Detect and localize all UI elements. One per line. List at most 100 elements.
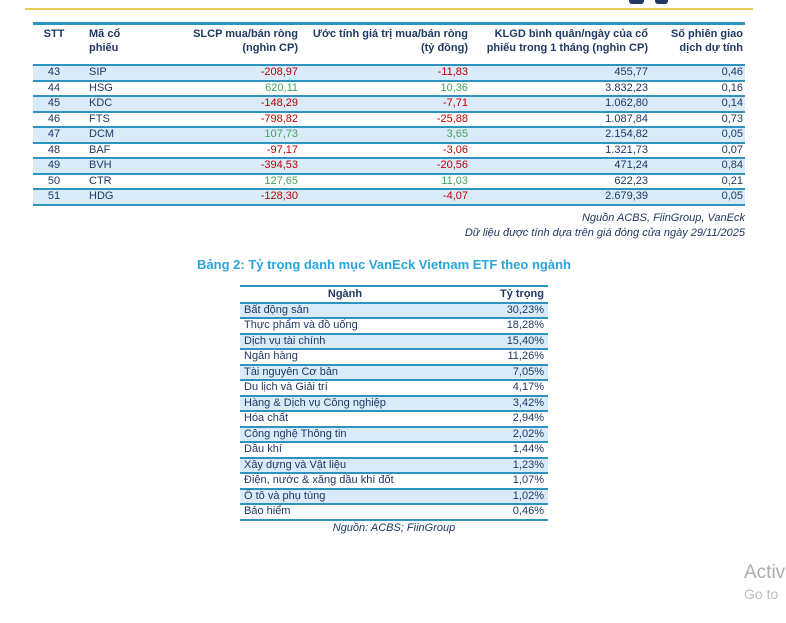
klgd-cell: 1.321,73: [470, 141, 650, 158]
sector-cell: Ngân hàng: [240, 348, 448, 365]
table-row: Hóa chất 2,94%: [240, 410, 548, 427]
slcp-cell: 620,11: [160, 79, 300, 96]
value-cell: -11,83: [300, 64, 470, 81]
table1-source-note: Nguồn ACBS, FiinGroup, VanEck Dữ liệu đư…: [465, 211, 745, 241]
value-cell: -3,06: [300, 141, 470, 158]
table-row: Ngân hàng 11,26%: [240, 348, 548, 365]
weight-cell: 1,44%: [448, 441, 548, 458]
slcp-cell: -798,82: [160, 110, 300, 127]
ticker-cell: BAF: [75, 141, 160, 158]
table-row: 43 SIP -208,97 -11,83 455,77 0,46: [33, 64, 745, 81]
table-row: 46 FTS -798,82 -25,88 1.087,84 0,73: [33, 110, 745, 127]
table-row: 44 HSG 620,11 10,36 3.832,23 0,16: [33, 79, 745, 96]
column-header-value: Ước tính giá trị mua/bán ròng (tỷ đồng): [300, 22, 470, 65]
table-row: Dầu khí 1,44%: [240, 441, 548, 458]
klgd-cell: 471,24: [470, 157, 650, 174]
stt-cell: 47: [33, 126, 75, 143]
sector-cell: Dịch vụ tài chính: [240, 332, 448, 349]
value-cell: 10,36: [300, 79, 470, 96]
weight-cell: 15,40%: [448, 332, 548, 349]
column-header-weight: Tỷ trọng: [448, 285, 548, 303]
table-row: Dịch vụ tài chính 15,40%: [240, 332, 548, 349]
weight-cell: 18,28%: [448, 317, 548, 334]
ticker-cell: BVH: [75, 157, 160, 174]
ticker-cell: FTS: [75, 110, 160, 127]
stt-cell: 49: [33, 157, 75, 174]
sector-cell: Điện, nước & xăng dầu khí đốt: [240, 472, 448, 489]
column-header-slcp: SLCP mua/bán ròng (nghìn CP): [160, 22, 300, 65]
table-row: 51 HDG -128,30 -4,07 2.679,39 0,05: [33, 188, 745, 206]
klgd-cell: 1.062,80: [470, 95, 650, 112]
table-row: 48 BAF -97,17 -3,06 1.321,73 0,07: [33, 141, 745, 158]
weight-cell: 3,42%: [448, 394, 548, 411]
table-row: Điện, nước & xăng dầu khí đốt 1,07%: [240, 472, 548, 489]
weight-cell: 0,46%: [448, 503, 548, 521]
sector-weight-table-body: Bất động sản 30,23% Thực phẩm và đồ uống 18…: [240, 301, 548, 521]
sector-weight-table: Ngành Tỷ trọng Bất động sản 30,23% Thực ph…: [240, 285, 548, 521]
sessions-cell: 0,21: [650, 172, 745, 189]
data-note-line: Dữ liệu được tính dựa trên giá đóng cửa …: [464, 226, 745, 239]
stt-cell: 43: [33, 64, 75, 81]
stt-cell: 45: [33, 95, 75, 112]
sector-cell: Hóa chất: [240, 410, 448, 427]
stt-cell: 48: [33, 141, 75, 158]
table-row: Công nghệ Thông tin 2,02%: [240, 425, 548, 442]
sector-cell: Thực phẩm và đồ uống: [240, 317, 448, 334]
slcp-cell: 127,65: [160, 172, 300, 189]
sessions-cell: 0,46: [650, 64, 745, 81]
table-row: Thực phẩm và đồ uống 18,28%: [240, 317, 548, 334]
sessions-cell: 0,05: [650, 126, 745, 143]
ticker-cell: KDC: [75, 95, 160, 112]
source-line: Nguồn ACBS, FiinGroup, VanEck: [581, 212, 745, 224]
table-row: Bất động sản 30,23%: [240, 301, 548, 318]
cropped-text-fragment: [655, 0, 668, 4]
klgd-cell: 2.154,82: [470, 126, 650, 143]
slcp-cell: -97,17: [160, 141, 300, 158]
sector-cell: Ô tô và phụ tùng: [240, 487, 448, 504]
weight-cell: 2,94%: [448, 410, 548, 427]
weight-cell: 1,07%: [448, 472, 548, 489]
sector-cell: Dầu khí: [240, 441, 448, 458]
klgd-cell: 455,77: [470, 64, 650, 81]
table2-title: Bảng 2: Tỷ trọng danh mục VanEck Vietnam…: [197, 257, 571, 272]
weight-cell: 7,05%: [448, 363, 548, 380]
sector-cell: Bảo hiểm: [240, 503, 448, 521]
ticker-cell: DCM: [75, 126, 160, 143]
section-divider-line: [25, 8, 753, 10]
stt-cell: 51: [33, 188, 75, 206]
value-cell: -7,71: [300, 95, 470, 112]
slcp-cell: -394,53: [160, 157, 300, 174]
klgd-cell: 3.832,23: [470, 79, 650, 96]
value-cell: 11,03: [300, 172, 470, 189]
column-header-sector: Ngành: [240, 285, 448, 303]
fund-flow-header-row: STT Mã cổ phiếu SLCP mua/bán ròng (nghìn CP…: [33, 22, 745, 65]
weight-cell: 30,23%: [448, 301, 548, 318]
column-header-sessions: Số phiên giao dịch dự tính: [650, 22, 745, 65]
table-row: Hàng & Dịch vụ Công nghiệp 3,42%: [240, 394, 548, 411]
ticker-cell: HSG: [75, 79, 160, 96]
stt-cell: 50: [33, 172, 75, 189]
slcp-cell: -208,97: [160, 64, 300, 81]
slcp-cell: 107,73: [160, 126, 300, 143]
weight-cell: 4,17%: [448, 379, 548, 396]
watermark-line1: Activ: [744, 562, 786, 583]
cropped-text-fragment: [629, 0, 644, 4]
table-row: Tài nguyên Cơ bản 7,05%: [240, 363, 548, 380]
sessions-cell: 0,05: [650, 188, 745, 206]
weight-cell: 1,02%: [448, 487, 548, 504]
sessions-cell: 0,84: [650, 157, 745, 174]
table-row: 49 BVH -394,53 -20,56 471,24 0,84: [33, 157, 745, 174]
watermark-line2: Go to: [744, 585, 779, 602]
klgd-cell: 1.087,84: [470, 110, 650, 127]
table-row: Xây dựng và Vật liệu 1,23%: [240, 456, 548, 473]
column-header-ticker: Mã cổ phiếu: [75, 22, 160, 65]
sessions-cell: 0,07: [650, 141, 745, 158]
stt-cell: 44: [33, 79, 75, 96]
sessions-cell: 0,73: [650, 110, 745, 127]
table-row: Du lịch và Giải trí 4,17%: [240, 379, 548, 396]
table-row: Bảo hiểm 0,46%: [240, 503, 548, 521]
ticker-cell: SIP: [75, 64, 160, 81]
table-row: Ô tô và phụ tùng 1,02%: [240, 487, 548, 504]
fund-flow-table-body: 43 SIP -208,97 -11,83 455,77 0,46 44 HSG 620,11 1…: [33, 64, 745, 206]
column-header-stt: STT: [33, 22, 75, 65]
